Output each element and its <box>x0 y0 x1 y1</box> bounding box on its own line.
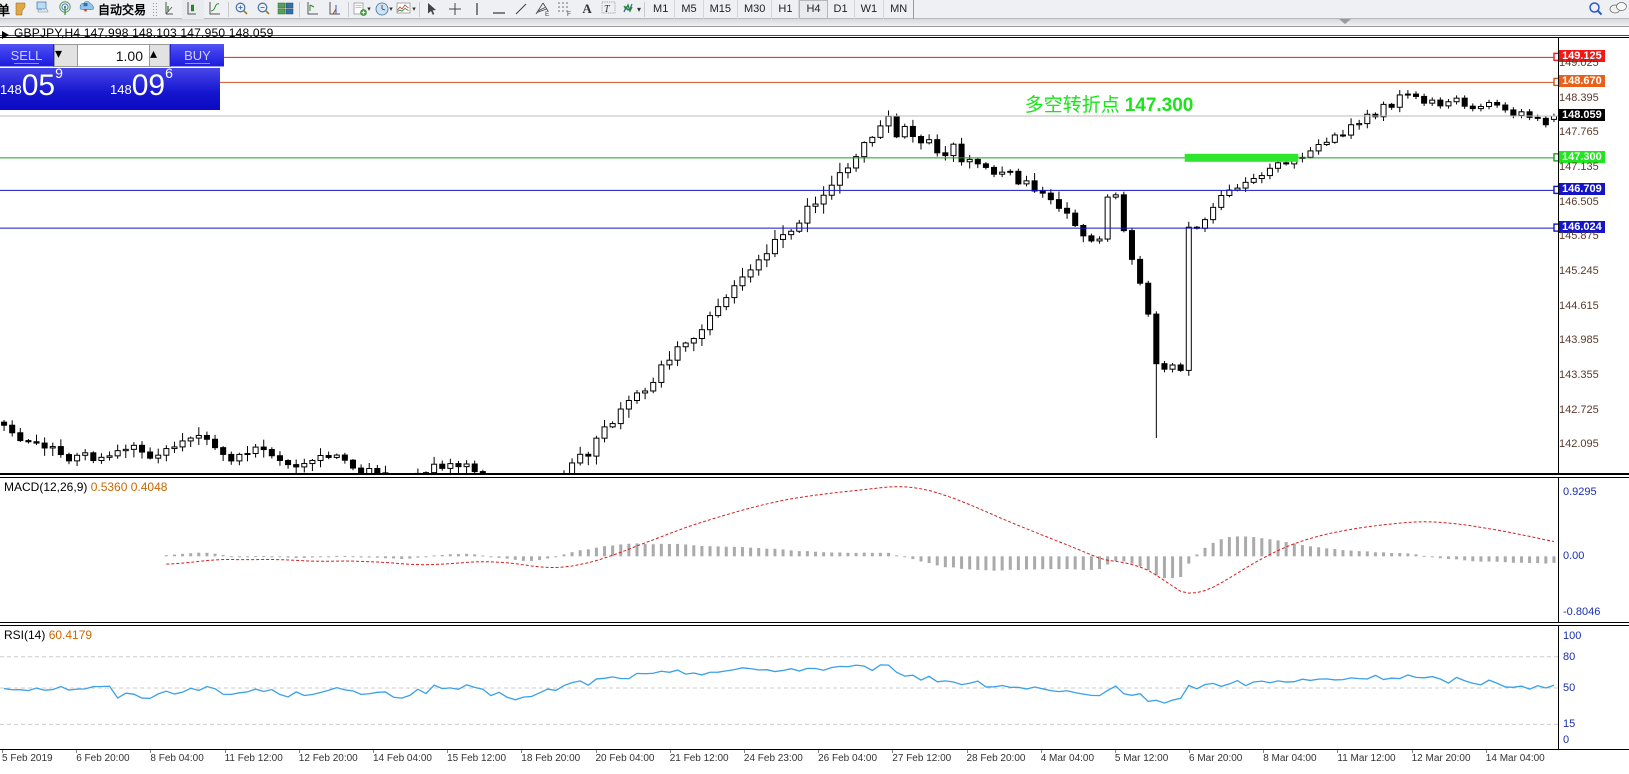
svg-text:T: T <box>604 4 611 15</box>
svg-text:多空转折点: 多空转折点 <box>1025 94 1120 116</box>
svg-text:F: F <box>567 11 571 17</box>
svg-text:147.300: 147.300 <box>1125 95 1194 116</box>
svg-text:E: E <box>545 11 550 17</box>
